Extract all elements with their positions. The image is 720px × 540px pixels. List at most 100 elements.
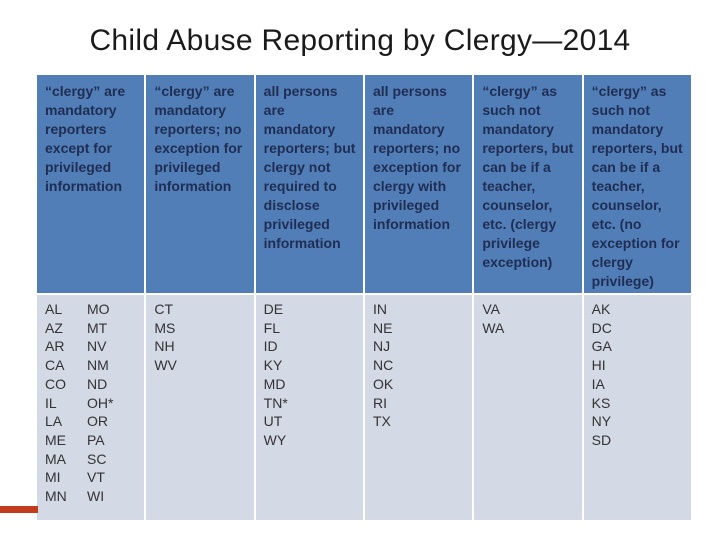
- state-abbrev: AR: [45, 338, 65, 355]
- state-abbrev: MI: [45, 469, 61, 486]
- state-abbrev: IL: [45, 394, 57, 411]
- state-abbrev: GA: [591, 338, 612, 355]
- state-abbrev: NH: [154, 338, 175, 355]
- state-row: SD: [592, 431, 685, 450]
- state-row: IN: [373, 300, 466, 319]
- state-abbrev: MN: [45, 488, 67, 505]
- states-cell-5: VA WA: [474, 295, 582, 520]
- state-row: GA: [592, 337, 685, 356]
- state-abbrev: WA: [482, 319, 505, 336]
- state-abbrev: IN: [373, 301, 387, 317]
- state-row: IL OH*: [45, 394, 138, 413]
- state-abbrev: KY: [263, 357, 283, 374]
- state-abbrev: AZ: [45, 319, 63, 336]
- state-abbrev: NC: [373, 357, 394, 374]
- state-abbrev: WY: [263, 431, 287, 448]
- state-abbrev: TX: [373, 413, 391, 430]
- state-abbrev: DE: [263, 301, 284, 317]
- state-row: WV: [154, 356, 247, 375]
- state-row: KY: [264, 356, 357, 375]
- state-row: CA NM: [45, 356, 138, 375]
- header-cell-3: all persons are mandatory reporters; but…: [255, 75, 363, 293]
- table-body-row: AL MO AZ MT AR NV CA NM CO ND IL OH* LA OR ME PA MA SC MI V…: [37, 295, 691, 520]
- state-row: MI VT: [45, 468, 138, 487]
- state-abbrev: AL: [45, 301, 63, 317]
- state-abbrev: WI: [87, 488, 105, 505]
- state-row: VA: [482, 300, 575, 319]
- state-abbrev: UT: [263, 413, 283, 430]
- state-row: FL: [264, 319, 357, 338]
- header-cell-2: “clergy” are mandatory reporters; no exc…: [146, 75, 254, 293]
- state-abbrev: NY: [591, 413, 612, 430]
- state-row: RI: [373, 394, 466, 413]
- state-abbrev: MS: [154, 319, 176, 336]
- state-row: NY: [592, 412, 685, 431]
- state-abbrev: OK: [373, 375, 394, 392]
- state-abbrev: MT: [87, 319, 108, 336]
- state-abbrev: CT: [154, 301, 173, 317]
- state-row: ME PA: [45, 431, 138, 450]
- state-row: AZ MT: [45, 319, 138, 338]
- state-abbrev: HI: [591, 357, 606, 374]
- state-abbrev: AK: [591, 301, 611, 317]
- state-row: WA: [482, 319, 575, 338]
- state-abbrev: RI: [373, 394, 387, 411]
- state-row: CO ND: [45, 375, 138, 394]
- state-abbrev: VA: [482, 301, 500, 317]
- state-row: DE: [264, 300, 357, 319]
- state-row: UT: [264, 412, 357, 431]
- state-abbrev: NE: [373, 319, 393, 336]
- state-row: AK: [592, 300, 685, 319]
- state-row: AR NV: [45, 337, 138, 356]
- state-row: MS: [154, 319, 247, 338]
- header-cell-5: “clergy” as such not mandatory reporters…: [474, 75, 582, 293]
- state-abbrev: PA: [87, 431, 105, 448]
- state-abbrev: SC: [87, 450, 107, 467]
- state-abbrev: ME: [45, 431, 66, 448]
- state-row: CT: [154, 300, 247, 319]
- state-row: LA OR: [45, 412, 138, 431]
- state-row: NC: [373, 356, 466, 375]
- state-abbrev: NJ: [373, 338, 391, 355]
- table-header-row: “clergy” are mandatory reporters except …: [37, 75, 691, 293]
- state-abbrev: MD: [263, 375, 286, 392]
- state-abbrev: VT: [87, 469, 105, 486]
- states-cell-4: IN NE NJ NC OK RI TX: [365, 295, 473, 520]
- state-abbrev: LA: [45, 413, 63, 430]
- state-row: MD: [264, 375, 357, 394]
- states-cell-2: CT MS NH WV: [146, 295, 254, 520]
- state-abbrev: SD: [591, 431, 612, 448]
- state-row: NH: [154, 337, 247, 356]
- state-row: MN WI: [45, 487, 138, 506]
- state-abbrev: TN*: [263, 394, 288, 411]
- state-abbrev: IA: [591, 375, 605, 392]
- state-abbrev: CA: [45, 357, 65, 374]
- state-row: NE: [373, 319, 466, 338]
- states-cell-6: AK DC GA HI IA KS NY SD: [583, 295, 691, 520]
- state-abbrev: OR: [87, 413, 108, 430]
- state-row: ID: [264, 337, 357, 356]
- accent-bar: [0, 506, 38, 513]
- state-row: KS: [592, 394, 685, 413]
- state-row: IA: [592, 375, 685, 394]
- header-cell-4: all persons are mandatory reporters; no …: [365, 75, 473, 293]
- state-abbrev: OH*: [87, 394, 114, 411]
- state-abbrev: FL: [263, 319, 280, 336]
- states-cell-1: AL MO AZ MT AR NV CA NM CO ND IL OH* LA OR ME PA MA SC MI V…: [37, 295, 145, 520]
- states-cell-3: DE FL ID KY MD TN* UT WY: [255, 295, 363, 520]
- state-row: OK: [373, 375, 466, 394]
- state-row: AL MO: [45, 300, 138, 319]
- header-cell-6: “clergy” as such not mandatory reporters…: [583, 75, 691, 293]
- state-table: “clergy” are mandatory reporters except …: [37, 75, 691, 520]
- state-row: TX: [373, 412, 466, 431]
- state-row: NJ: [373, 337, 466, 356]
- slide-title: Child Abuse Reporting by Clergy—2014: [89, 24, 631, 57]
- state-abbrev: MO: [87, 301, 110, 317]
- state-row: TN*: [264, 394, 357, 413]
- state-abbrev: CO: [45, 375, 66, 392]
- state-abbrev: NV: [87, 338, 107, 355]
- state-abbrev: ID: [263, 338, 278, 355]
- state-abbrev: ND: [87, 375, 108, 392]
- state-abbrev: NM: [87, 357, 109, 374]
